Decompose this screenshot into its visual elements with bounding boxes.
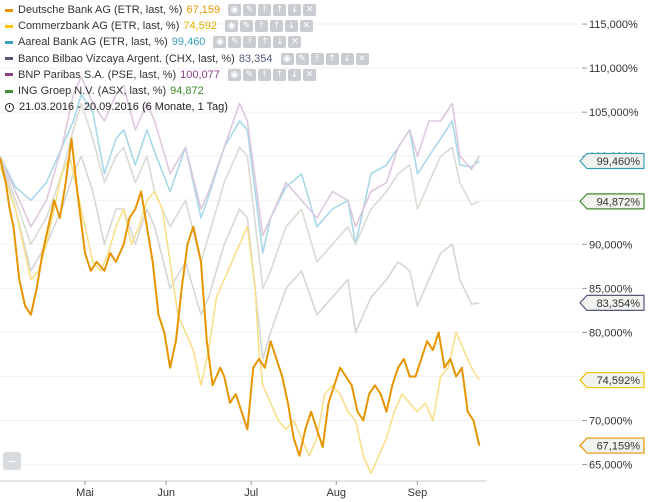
legend-value: 67,159 (186, 4, 221, 17)
legend-swatch (5, 40, 13, 44)
series-lines (0, 76, 481, 475)
series-line (0, 93, 480, 254)
end-label-tag (579, 437, 645, 454)
end-label-tag (579, 371, 645, 389)
series-line (0, 102, 480, 290)
date-range-text: 21.03.2016 - 20.09.2016 (6 Monate, 1 Tag… (19, 101, 228, 114)
end-label-tag (579, 193, 645, 210)
end-label-tag (579, 152, 645, 170)
series-line (0, 155, 480, 475)
y-axis: 120,000%115,000%110,000%105,000%100,000%… (582, 19, 639, 472)
legend-label: BNP Paribas S.A. (PSE, last, %) (18, 68, 177, 81)
y-tick-label: 70,000% (589, 416, 633, 428)
settings-icon[interactable]: ✎ (240, 20, 254, 33)
legend-swatch (5, 57, 13, 61)
legend-item-ing-groep[interactable]: ING Groep N.V. (ASX, last, %) 94,872 (2, 83, 371, 99)
y-tick-label: 85,000% (589, 283, 633, 295)
close-icon[interactable]: ✕ (302, 68, 316, 81)
eye-icon[interactable]: ◉ (228, 4, 242, 17)
down-icon[interactable]: ↓ (287, 68, 301, 81)
legend-tools: ◉ ✎ ⤒ ↑ ↓ ✕ (225, 20, 315, 33)
up-icon[interactable]: ↑ (273, 4, 287, 17)
y-tick-label: 115,000% (589, 19, 638, 31)
legend-item-bnp-paribas[interactable]: BNP Paribas S.A. (PSE, last, %) 100,077 … (2, 67, 371, 83)
settings-icon[interactable]: ✎ (295, 52, 309, 65)
legend-item-deutsche-bank[interactable]: Deutsche Bank AG (ETR, last, %) 67,159 ◉… (2, 2, 371, 18)
zoom-out-button[interactable]: − (3, 452, 21, 470)
end-label-text: 99,460% (597, 156, 641, 168)
legend-item-aareal-bank[interactable]: Aareal Bank AG (ETR, last, %) 99,460 ◉ ✎ ⤒… (2, 34, 371, 50)
legend-value: 99,460 (171, 36, 206, 49)
x-axis: ärMaiJunJulAugSep (0, 480, 487, 499)
top-icon[interactable]: ⤒ (310, 52, 324, 65)
end-label-text: 74,592% (597, 375, 641, 387)
x-tick-label: Jul (244, 487, 258, 499)
settings-icon[interactable]: ✎ (228, 36, 242, 49)
close-icon[interactable]: ✕ (288, 36, 302, 49)
top-icon[interactable]: ⤒ (257, 68, 271, 81)
series-line (0, 137, 481, 457)
settings-icon[interactable]: ✎ (242, 68, 256, 81)
legend-label: ING Groep N.V. (ASX, last, %) (18, 85, 167, 98)
eye-icon[interactable]: ◉ (225, 20, 239, 33)
legend-value: 94,872 (170, 85, 204, 98)
clock-icon (5, 102, 14, 112)
up-icon[interactable]: ↑ (258, 36, 272, 49)
legend-tools: ◉ ✎ ⤒ ↑ ↓ ✕ (280, 52, 371, 65)
legend-tools: ◉ ✎ ⤒ ↑ ↓ ✕ (227, 68, 318, 81)
close-icon[interactable]: ✕ (300, 20, 314, 33)
legend-value: 83,354 (238, 52, 273, 65)
x-tick-label: Mai (76, 487, 94, 499)
up-icon[interactable]: ↑ (270, 20, 284, 33)
end-label-text: 67,159% (597, 441, 641, 453)
legend-swatch (5, 89, 13, 93)
eye-icon[interactable]: ◉ (227, 68, 241, 81)
x-tick-label: Jun (157, 487, 175, 499)
legend-tools: ◉ ✎ ⤒ ↑ ↓ ✕ (213, 36, 303, 49)
down-icon[interactable]: ↓ (273, 36, 287, 49)
x-tick-label: Aug (326, 487, 346, 499)
close-icon[interactable]: ✕ (355, 52, 369, 65)
top-icon[interactable]: ⤒ (243, 36, 257, 49)
eye-icon[interactable]: ◉ (280, 52, 294, 65)
down-icon[interactable]: ↓ (288, 4, 302, 17)
up-icon[interactable]: ↑ (272, 68, 286, 81)
legend-swatch (5, 24, 13, 28)
close-icon[interactable]: ✕ (303, 4, 317, 17)
legend-item-bbva[interactable]: Banco Bilbao Vizcaya Argent. (CHX, last,… (2, 51, 371, 67)
legend-item-commerzbank[interactable]: Commerzbank AG (ETR, last, %) 74,592 ◉ ✎ ⤒… (2, 18, 371, 34)
end-label-tag (579, 294, 645, 311)
down-icon[interactable]: ↓ (285, 20, 299, 33)
legend-swatch (5, 8, 13, 12)
y-tick-label: 90,000% (589, 239, 633, 251)
legend-label: Commerzbank AG (ETR, last, %) (18, 20, 180, 33)
legend-swatch (5, 73, 13, 77)
x-tick-label: Sep (408, 487, 428, 499)
legend: Deutsche Bank AG (ETR, last, %) 67,159 ◉… (2, 2, 371, 115)
end-value-labels: 99,460% 94,872% 83,354% 74,592% 67,159% (579, 152, 645, 454)
end-label-text: 83,354% (597, 298, 641, 310)
top-icon[interactable]: ⤒ (258, 4, 272, 17)
date-range[interactable]: 21.03.2016 - 20.09.2016 (6 Monate, 1 Tag… (2, 99, 371, 115)
legend-label: Deutsche Bank AG (ETR, last, %) (18, 4, 183, 17)
y-tick-label: 105,000% (589, 107, 639, 119)
legend-label: Aareal Bank AG (ETR, last, %) (18, 36, 168, 49)
top-icon[interactable]: ⤒ (255, 20, 269, 33)
series-line (0, 76, 480, 237)
legend-value: 100,077 (180, 68, 220, 81)
up-icon[interactable]: ↑ (325, 52, 339, 65)
eye-icon[interactable]: ◉ (213, 36, 227, 49)
settings-icon[interactable]: ✎ (243, 4, 257, 17)
legend-tools: ◉ ✎ ⤒ ↑ ↓ ✕ (228, 4, 318, 17)
y-tick-label: 110,000% (589, 63, 638, 75)
end-label-text: 94,872% (597, 196, 641, 208)
grid-lines (0, 23, 580, 466)
y-tick-label: 65,000% (589, 460, 633, 472)
down-icon[interactable]: ↓ (340, 52, 354, 65)
y-tick-label: 80,000% (589, 327, 633, 339)
series-line (0, 155, 480, 360)
legend-value: 74,592 (183, 20, 218, 33)
legend-label: Banco Bilbao Vizcaya Argent. (CHX, last,… (18, 52, 235, 65)
